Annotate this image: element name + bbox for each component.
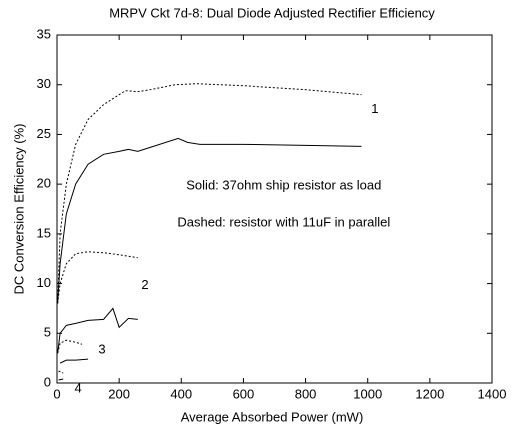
series-line: [57, 307, 138, 354]
series-line: [59, 358, 89, 364]
x-tick-label: 1200: [415, 386, 444, 401]
x-tick-label: 600: [233, 386, 255, 401]
x-tick-label: 800: [295, 386, 317, 401]
x-tick-label: 1400: [478, 386, 507, 401]
y-tick-label: 25: [37, 126, 51, 141]
series-line: [57, 137, 362, 304]
series-line: [57, 339, 83, 354]
annotation: 1: [371, 101, 378, 116]
annotation: 3: [98, 342, 105, 357]
y-tick-label: 30: [37, 76, 51, 91]
plot-frame: [56, 34, 493, 384]
y-tick-label: 20: [37, 176, 51, 191]
y-tick-label: 5: [44, 325, 51, 340]
y-tick-label: 10: [37, 275, 51, 290]
y-tick-label: 15: [37, 225, 51, 240]
y-tick-label: 0: [44, 374, 51, 389]
annotation: 4: [75, 380, 82, 395]
y-tick-label: 35: [37, 26, 51, 41]
annotation: 2: [141, 277, 148, 292]
x-axis-label: Average Absorbed Power (mW): [181, 409, 364, 424]
x-tick-label: 200: [108, 386, 130, 401]
x-tick-label: 0: [53, 386, 60, 401]
x-tick-label: 1000: [353, 386, 382, 401]
chart-title: MRPV Ckt 7d-8: Dual Diode Adjusted Recti…: [109, 5, 435, 20]
series-line: [57, 251, 138, 304]
x-tick-label: 400: [170, 386, 192, 401]
annotation: Dashed: resistor with 11uF in parallel: [177, 214, 390, 229]
y-axis-label: DC Conversion Efficiency (%): [11, 124, 26, 295]
series-line: [58, 370, 64, 374]
annotation: Solid: 37ohm ship resistor as load: [186, 178, 381, 193]
series-line: [57, 83, 362, 304]
series-line: [58, 378, 64, 381]
